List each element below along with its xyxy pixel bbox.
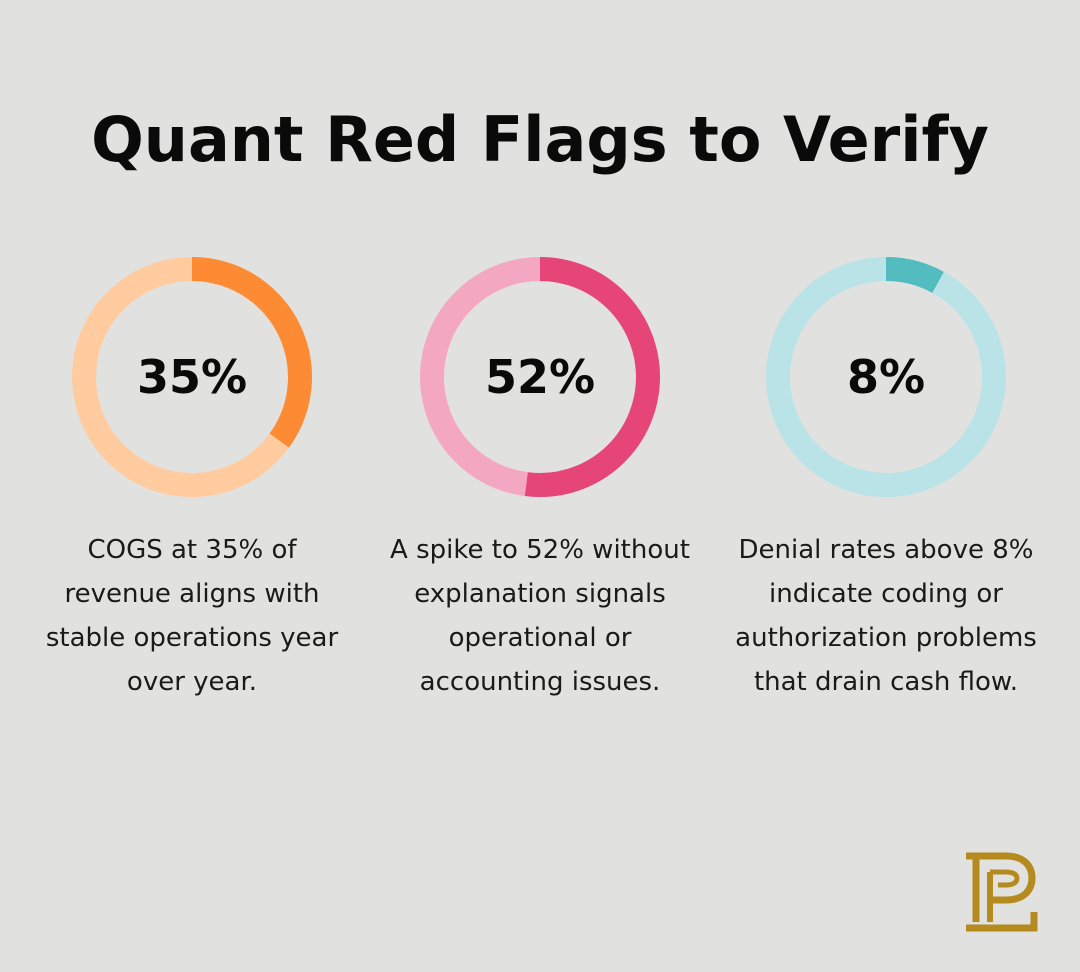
donut-value-label: 35% xyxy=(137,350,247,404)
donut-svg-cogs: 35% xyxy=(72,257,312,497)
donut-fill xyxy=(72,257,312,497)
donut-fill xyxy=(766,257,1006,497)
donut-value-label: 8% xyxy=(847,350,925,404)
donut-chart-cogs: 35% xyxy=(72,257,312,497)
donut-value-label: 52% xyxy=(485,350,595,404)
donut-chart-denial: 8% xyxy=(766,257,1006,497)
description-spike: A spike to 52% without explanation signa… xyxy=(390,535,690,697)
pl-monogram-icon xyxy=(966,852,1038,932)
donut-svg-spike: 52% xyxy=(420,257,660,497)
donut-svg-denial: 8% xyxy=(766,257,1006,497)
donut-fill xyxy=(420,257,660,497)
description-cogs: COGS at 35% of revenue aligns with stabl… xyxy=(45,535,339,697)
description-denial: Denial rates above 8% indicate coding or… xyxy=(735,535,1037,697)
donut-chart-spike: 52% xyxy=(420,257,660,497)
page-title: Quant Red Flags to Verify xyxy=(91,103,989,176)
